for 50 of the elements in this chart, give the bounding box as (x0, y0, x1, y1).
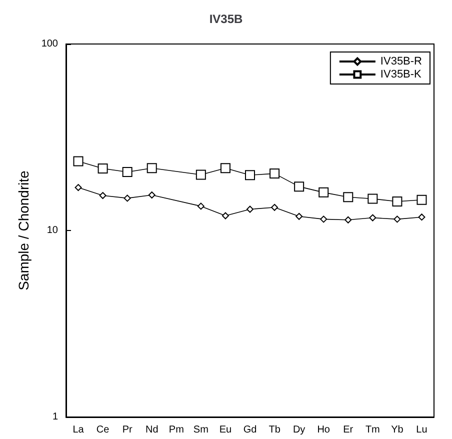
point (368, 194, 378, 204)
y-tick-label: 100 (41, 38, 58, 50)
x-tick-label: Er (343, 424, 354, 436)
point (74, 184, 82, 192)
x-tick-label: La (72, 424, 84, 436)
point (294, 182, 304, 192)
legend-label: IV35B-K (380, 68, 422, 80)
point (320, 216, 328, 223)
point (245, 170, 255, 180)
point (270, 168, 280, 179)
x-tick-label: Pm (168, 424, 184, 436)
point (197, 202, 204, 210)
point (196, 170, 206, 180)
point (146, 163, 157, 174)
point (271, 204, 278, 211)
point (222, 212, 229, 220)
y-tick-label: 10 (46, 225, 58, 236)
point (418, 214, 426, 221)
x-tick-label: Tb (268, 424, 281, 436)
point (246, 206, 254, 213)
point (124, 194, 131, 202)
x-tick-label: Ce (96, 424, 110, 436)
point (99, 192, 106, 200)
legend-label: IV35B-R (380, 56, 422, 68)
x-tick-label: Sm (193, 424, 208, 436)
point (296, 212, 303, 220)
x-tick-label: Yb (391, 424, 404, 436)
x-tick-label: Tm (365, 424, 380, 436)
x-tick-label: Ho (317, 424, 330, 436)
x-tick-label: Dy (292, 424, 306, 436)
point (394, 216, 401, 223)
point (148, 192, 156, 199)
x-tick-label: Lu (416, 424, 428, 436)
chart-title: IV35B (209, 12, 244, 26)
point (122, 166, 132, 177)
point (392, 196, 402, 207)
x-tick-label: Gd (243, 424, 257, 436)
y-axis-title: Sample / Chondrite (15, 170, 32, 290)
point (318, 187, 329, 198)
x-tick-label: Nd (145, 424, 158, 436)
point (369, 214, 376, 222)
point (220, 163, 230, 174)
x-tick-label: Eu (219, 424, 232, 436)
point (98, 164, 108, 174)
point (343, 192, 354, 202)
point (344, 216, 352, 224)
point (73, 156, 84, 166)
y-tick-label: 1 (52, 412, 58, 422)
x-tick-label: Pr (122, 424, 134, 436)
point (416, 194, 427, 205)
